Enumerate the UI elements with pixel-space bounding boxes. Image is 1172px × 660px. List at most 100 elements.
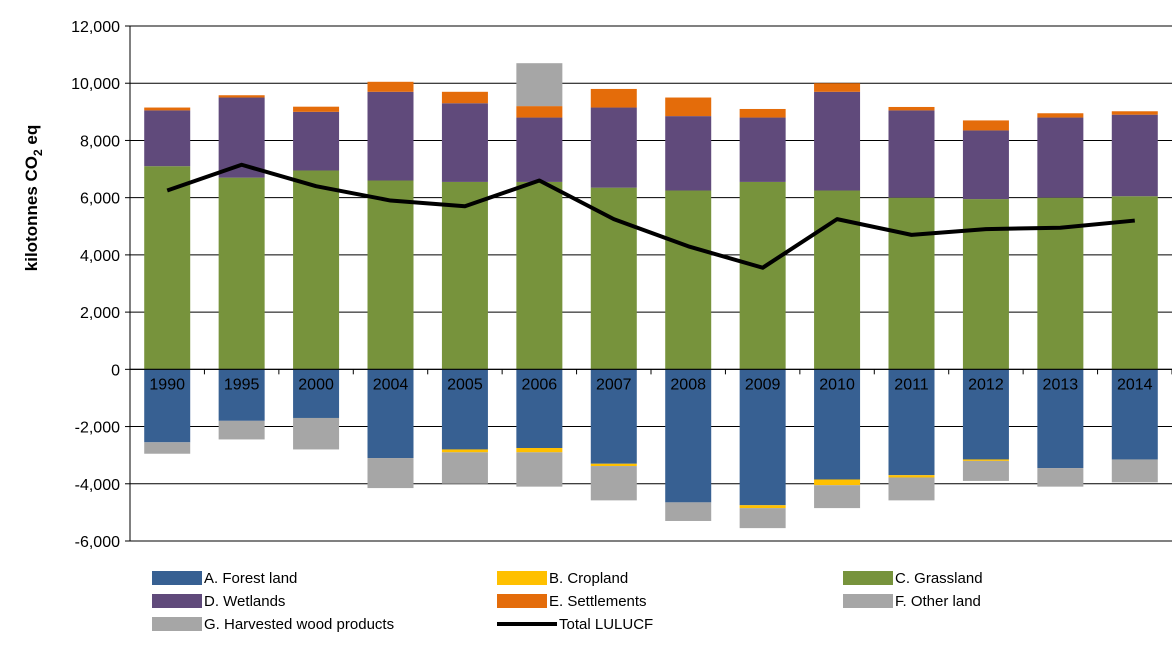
bar-segment-0-2011	[888, 369, 935, 476]
legend-label: Total LULUCF	[559, 616, 653, 633]
bar-segment-4-1990	[144, 107, 191, 111]
x-tick-label: 2013	[1043, 376, 1079, 393]
bar-segment-2-1995	[218, 177, 265, 370]
legend-label: C. Grassland	[895, 570, 983, 587]
bar-segment-4-2009	[739, 108, 786, 118]
bar-segment-0-1990	[144, 369, 191, 443]
legend-swatch	[843, 594, 893, 608]
bar-segment-6-1990	[144, 442, 191, 454]
bar-segment-6-2011	[888, 477, 935, 501]
bar-segment-6-2012	[962, 460, 1009, 481]
bar-segment-6-2014	[1111, 459, 1158, 483]
legend-swatch	[497, 594, 547, 608]
bar-segment-5-2006	[516, 63, 563, 107]
bar-segment-0-2014	[1111, 369, 1158, 460]
legend-label: F. Other land	[895, 593, 981, 610]
bar-segment-2-2007	[590, 187, 637, 370]
y-axis-label: kilotonnes CO2 eq	[22, 125, 45, 271]
y-tick-label: 2,000	[80, 305, 120, 322]
y-tick-label: -2,000	[75, 420, 120, 437]
bar-segment-2-2008	[665, 190, 712, 370]
y-tick-label: -6,000	[75, 534, 120, 551]
bar-segment-3-2008	[665, 116, 712, 191]
bar-segment-6-2007	[590, 466, 637, 501]
bar-segment-1-2010	[814, 479, 861, 486]
bar-segment-3-2013	[1037, 117, 1084, 198]
bar-segment-1-2005	[441, 449, 488, 453]
bar-segment-2-2014	[1111, 196, 1158, 370]
bar-segment-4-2011	[888, 106, 935, 111]
total-lulucf-line	[166, 162, 1135, 270]
bar-segment-0-2013	[1037, 369, 1084, 469]
x-tick-label: 2006	[522, 376, 558, 393]
bar-segment-0-2005	[441, 369, 488, 450]
bar-segment-2-2000	[293, 170, 340, 370]
bar-segment-2-2012	[962, 199, 1009, 370]
bar-segment-6-2004	[367, 458, 414, 489]
x-tick-label: 2012	[968, 376, 1004, 393]
bar-segment-4-2012	[962, 120, 1009, 131]
bar-segment-2-2013	[1037, 197, 1084, 370]
bar-segment-0-2010	[814, 369, 861, 480]
bar-segment-4-2006	[516, 106, 563, 118]
y-tick-label: 0	[111, 362, 120, 379]
x-tick-label: 2014	[1117, 376, 1153, 393]
bar-segment-0-2004	[367, 369, 414, 459]
y-tick-label: 6,000	[80, 191, 120, 208]
tick-labels: -6,000 -4,000 -2,000 0 2,000 4,000 6,000 8,000 1…	[71, 19, 1153, 551]
x-tick-label: 2007	[596, 376, 632, 393]
bar-segment-3-2007	[590, 107, 637, 188]
bar-segment-1-2007	[590, 463, 637, 467]
legend-label: B. Cropland	[549, 570, 628, 587]
bar-segment-1-2011	[888, 475, 935, 478]
axes	[129, 26, 1172, 541]
bar-segment-2-2009	[739, 181, 786, 370]
bar-segment-2-2005	[441, 181, 488, 370]
legend-swatch	[152, 594, 202, 608]
bar-segment-1-2006	[516, 448, 563, 453]
bar-segment-0-1995	[218, 369, 265, 421]
legend: A. Forest land B. Cropland C. Grassland D. …	[152, 570, 983, 633]
x-tick-label: 2008	[670, 376, 706, 393]
bar-segment-0-2012	[962, 369, 1009, 460]
bar-segment-3-2011	[888, 110, 935, 198]
bar-segment-6-2013	[1037, 468, 1084, 487]
legend-label: A. Forest land	[204, 570, 297, 587]
bar-segment-6-2009	[739, 508, 786, 529]
total-line	[166, 162, 1135, 270]
x-tick-label: 1990	[149, 376, 185, 393]
y-tick-label: 12,000	[71, 19, 120, 36]
bar-segment-3-2010	[814, 91, 861, 191]
bar-segment-3-2014	[1111, 114, 1158, 197]
bar-segment-3-1990	[144, 110, 191, 167]
x-tick-label: 2009	[745, 376, 781, 393]
bar-segment-0-2006	[516, 369, 563, 449]
x-tick-label: 2010	[819, 376, 855, 393]
legend-swatch	[497, 571, 547, 585]
bar-segment-2-1990	[144, 166, 191, 370]
x-tick-label: 2000	[298, 376, 334, 393]
bar-segment-3-2012	[962, 130, 1009, 200]
bar-segment-0-2009	[739, 369, 786, 506]
bar-segment-2-2011	[888, 197, 935, 370]
legend-label: D. Wetlands	[204, 593, 285, 610]
legend-swatch	[152, 571, 202, 585]
bar-segment-1-2009	[739, 505, 786, 509]
bar-segment-6-2010	[814, 485, 861, 509]
bar-segment-2-2004	[367, 180, 414, 370]
bar-segment-0-2000	[293, 369, 340, 418]
legend-swatch	[843, 571, 893, 585]
bar-segment-3-2006	[516, 117, 563, 182]
bar-segment-3-2004	[367, 91, 414, 181]
x-tick-label: 2005	[447, 376, 483, 393]
bar-segment-3-2005	[441, 103, 488, 182]
legend-label: G. Harvested wood products	[204, 616, 394, 633]
x-tick-label: 2004	[373, 376, 409, 393]
bar-segment-6-2006	[516, 452, 563, 487]
bar-segment-4-2005	[441, 91, 488, 104]
bar-segment-4-2010	[814, 83, 861, 92]
bar-segment-6-2005	[441, 452, 488, 484]
y-tick-label: 8,000	[80, 133, 120, 150]
